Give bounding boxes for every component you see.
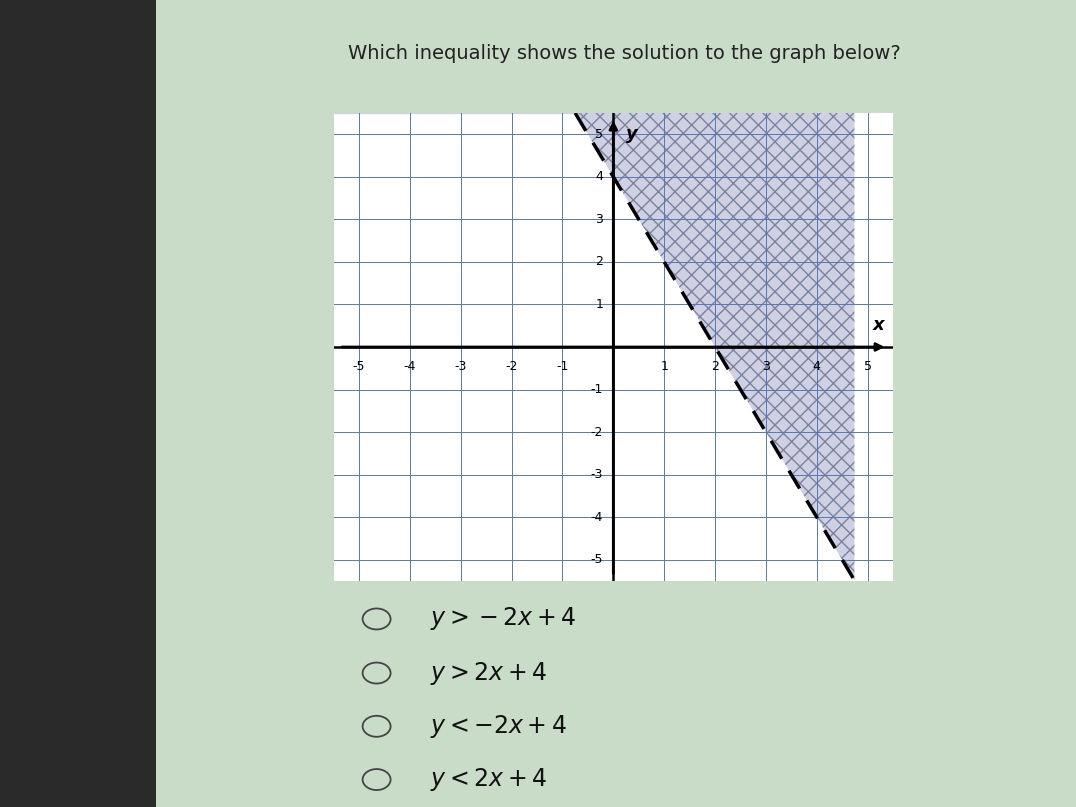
Text: Which inequality shows the solution to the graph below?: Which inequality shows the solution to t…: [348, 44, 901, 64]
Text: $y > -2x + 4$: $y > -2x + 4$: [430, 605, 577, 633]
Text: 5: 5: [595, 128, 604, 140]
Text: -1: -1: [556, 360, 568, 373]
Text: 2: 2: [595, 255, 604, 269]
Text: 2: 2: [711, 360, 719, 373]
Text: 4: 4: [595, 170, 604, 183]
Text: 3: 3: [762, 360, 769, 373]
Text: 1: 1: [661, 360, 668, 373]
Text: 4: 4: [812, 360, 821, 373]
Text: $y < 2x + 4$: $y < 2x + 4$: [430, 766, 548, 793]
Text: $y < -2x + 4$: $y < -2x + 4$: [430, 713, 567, 740]
Text: 1: 1: [595, 298, 604, 311]
Text: -4: -4: [591, 511, 604, 524]
Text: 5: 5: [864, 360, 872, 373]
Text: 3: 3: [595, 213, 604, 226]
Text: -2: -2: [591, 425, 604, 439]
Text: -4: -4: [404, 360, 416, 373]
Text: $y > 2x + 4$: $y > 2x + 4$: [430, 659, 548, 687]
Text: -5: -5: [591, 554, 604, 567]
Text: -2: -2: [506, 360, 518, 373]
Text: -5: -5: [353, 360, 365, 373]
Text: -1: -1: [591, 383, 604, 396]
Text: x: x: [873, 316, 884, 334]
Text: y: y: [626, 124, 638, 143]
Text: -3: -3: [591, 468, 604, 481]
Text: -3: -3: [454, 360, 467, 373]
